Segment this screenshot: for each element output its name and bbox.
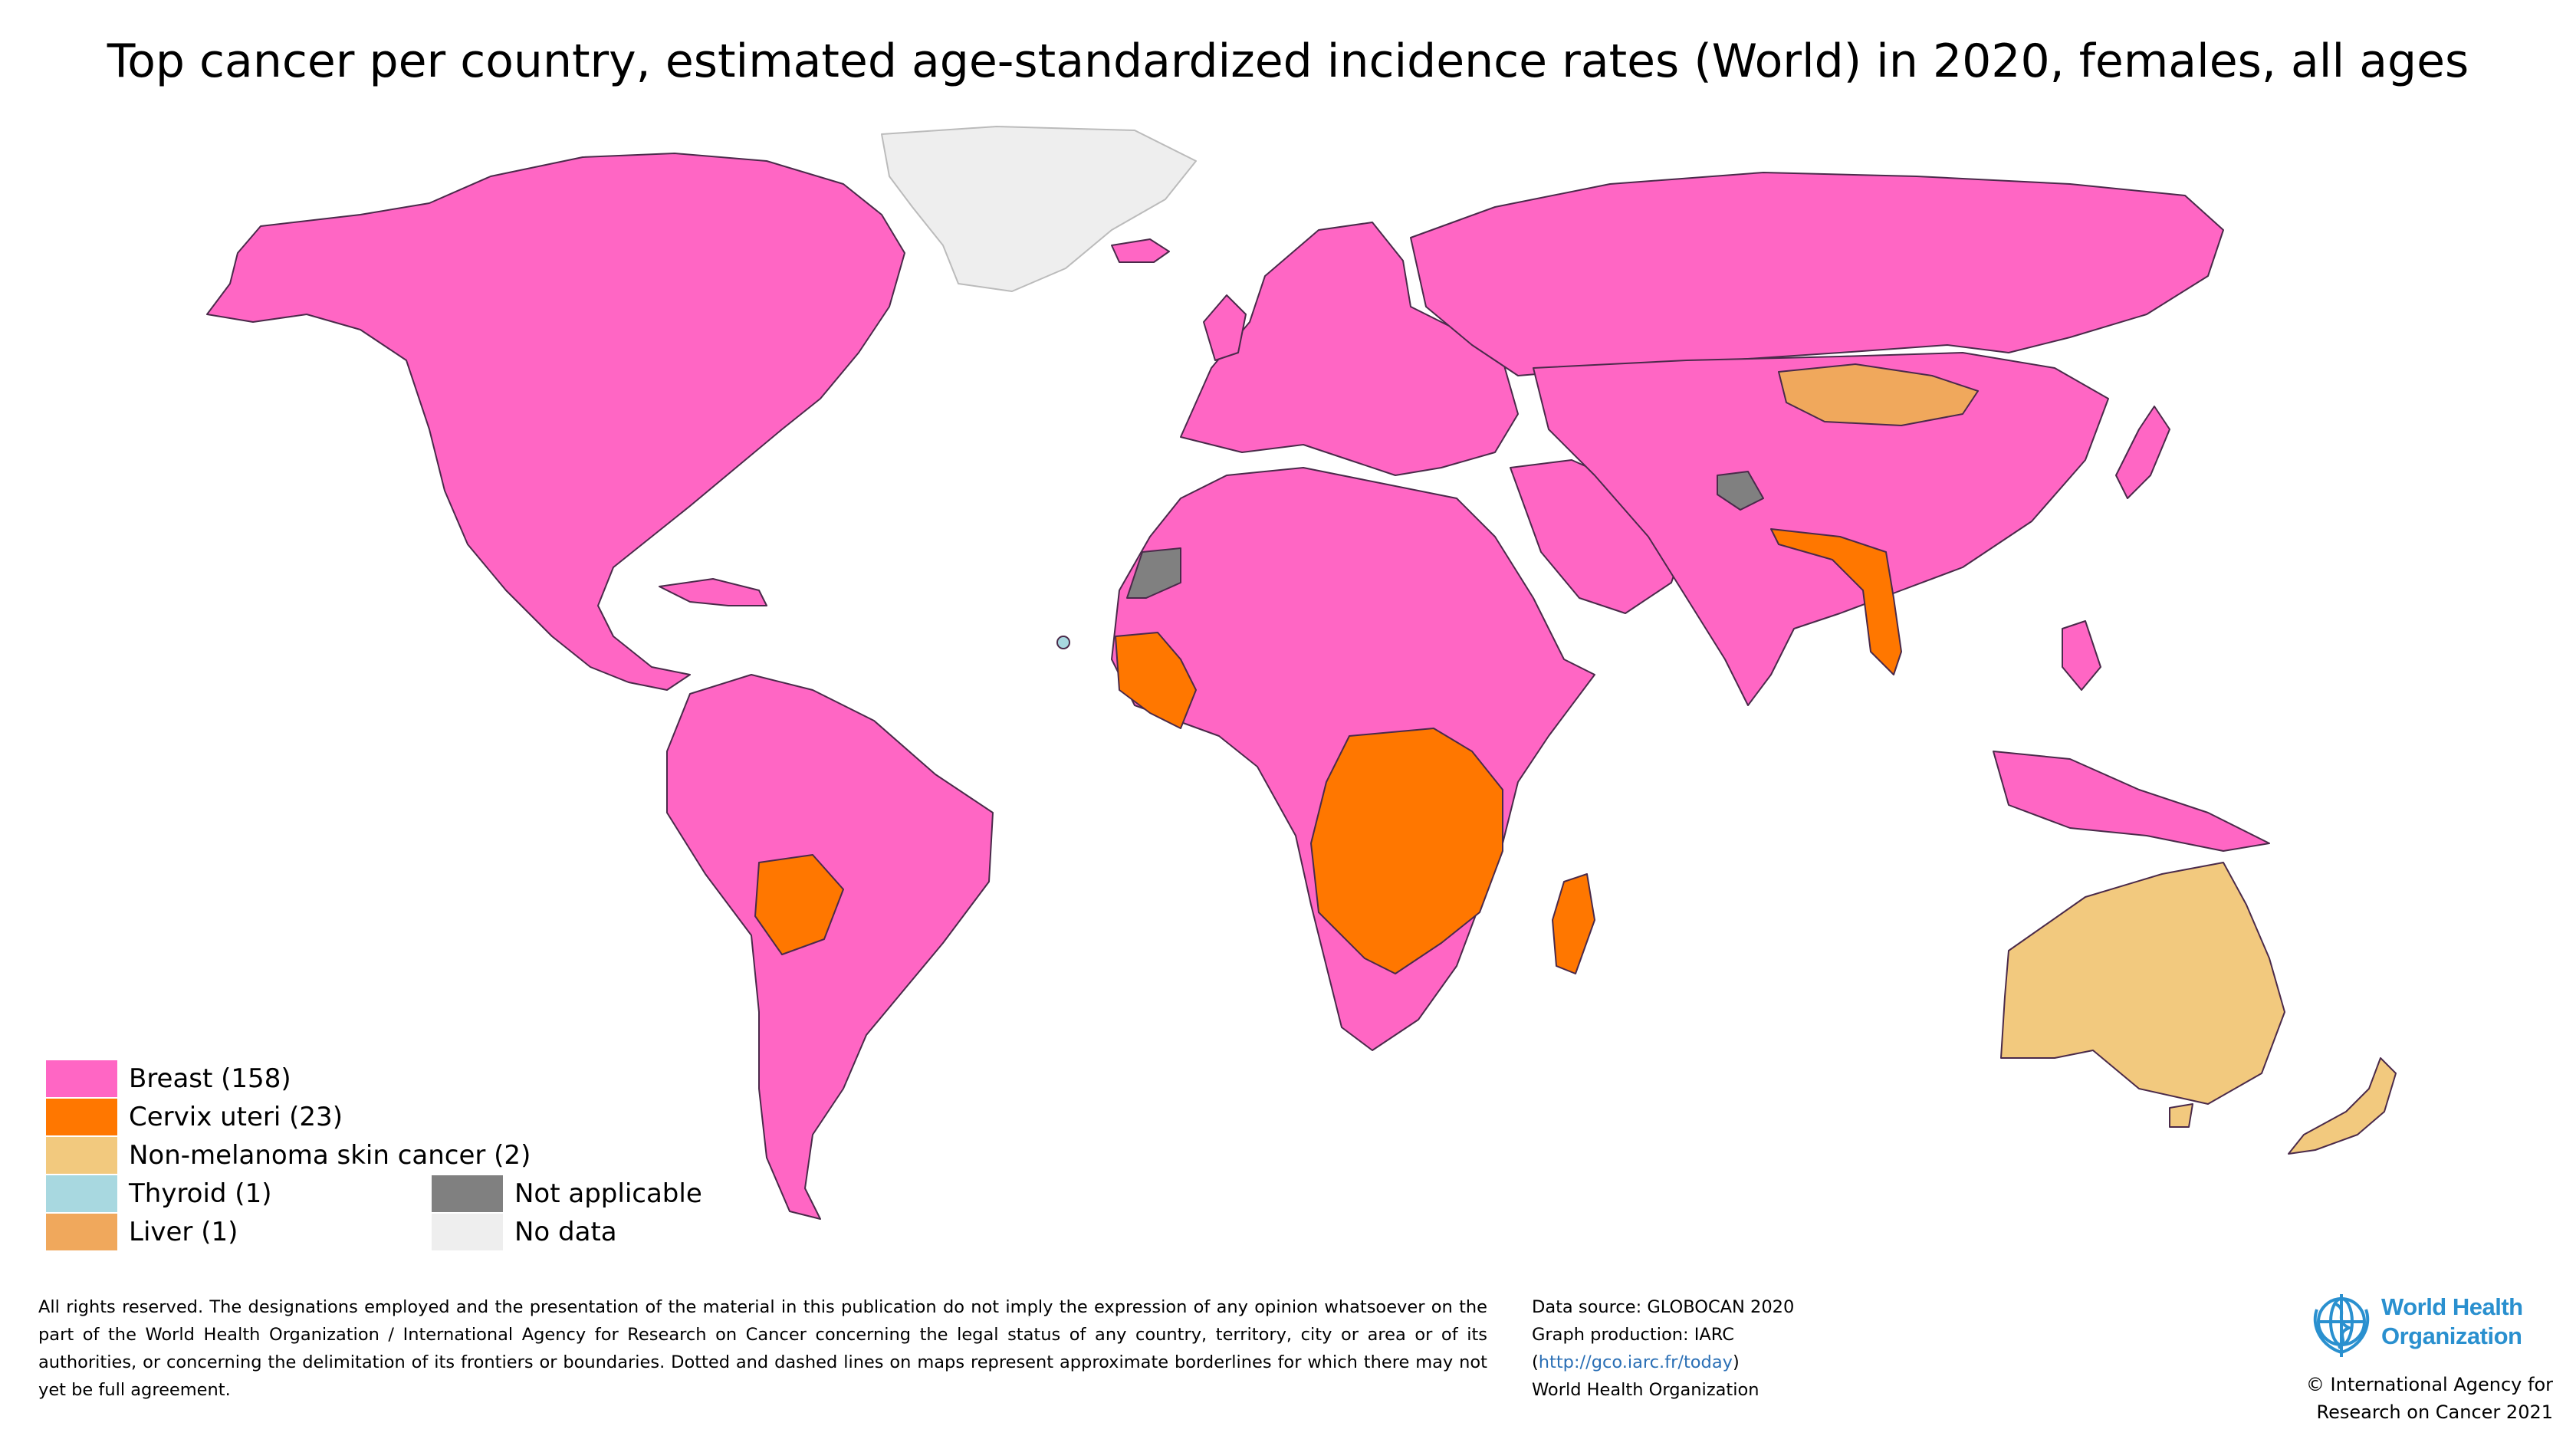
region-philippines[interactable] (2062, 620, 2101, 691)
who-logo: World Health Organization (2303, 1286, 2556, 1363)
legend-nmsc: Non-melanoma skin cancer (2) (46, 1137, 531, 1174)
who-name-line1: World Health (2381, 1293, 2523, 1320)
legend-liver: Liver (1) (46, 1214, 238, 1250)
copyright: © International Agency for Research on C… (2216, 1371, 2553, 1426)
legend-swatch-liver (46, 1214, 117, 1250)
legend-swatch-breast (46, 1060, 117, 1097)
credits-source: Data source: GLOBOCAN 2020 (1532, 1297, 1795, 1317)
legend-no-data: No data (432, 1214, 617, 1250)
region-tasmania[interactable] (2169, 1103, 2193, 1128)
legend-not-applicable: Not applicable (432, 1175, 702, 1212)
region-madagascar[interactable] (1552, 873, 1595, 974)
region-caribbean[interactable] (659, 578, 767, 606)
credits-link-close: ) (1732, 1352, 1740, 1372)
region-western-sahara[interactable] (1126, 547, 1181, 599)
region-south-america[interactable] (666, 674, 994, 1220)
region-japan[interactable] (2115, 406, 2170, 499)
legend-label-not-applicable: Not applicable (514, 1178, 702, 1209)
region-new-zealand[interactable] (2288, 1057, 2397, 1155)
copyright-line1: © International Agency for (2305, 1374, 2553, 1395)
credits: Data source: GLOBOCAN 2020 Graph product… (1532, 1293, 1900, 1404)
legend-swatch-cervix (46, 1099, 117, 1135)
credits-link[interactable]: http://gco.iarc.fr/today (1538, 1352, 1733, 1372)
copyright-line2: Research on Cancer 2021 (2316, 1401, 2553, 1423)
region-iceland[interactable] (1111, 238, 1170, 263)
region-central-south-africa-cervix[interactable] (1310, 728, 1503, 974)
legend-label-thyroid: Thyroid (1) (129, 1178, 272, 1209)
legend-swatch-thyroid (46, 1175, 117, 1212)
region-australia[interactable] (2000, 862, 2285, 1105)
credits-org: World Health Organization (1532, 1380, 1760, 1400)
legend-label-cervix: Cervix uteri (23) (129, 1102, 343, 1132)
legend-label-no-data: No data (514, 1217, 617, 1247)
region-thyroid-island[interactable] (1056, 636, 1070, 649)
legend-label-liver: Liver (1) (129, 1217, 238, 1247)
legend-swatch-no-data (432, 1214, 503, 1250)
region-greenland[interactable] (881, 126, 1197, 292)
region-kashmir[interactable] (1717, 471, 1764, 511)
region-nepal-myanmar[interactable] (1770, 528, 1902, 675)
disclaimer-text: All rights reserved. The designations em… (38, 1297, 1487, 1400)
legend-thyroid: Thyroid (1) (46, 1175, 271, 1212)
legend-cervix: Cervix uteri (23) (46, 1099, 343, 1135)
legend-breast: Breast (158) (46, 1060, 291, 1097)
credits-production: Graph production: IARC (1532, 1325, 1734, 1345)
credits-link-line: (http://gco.iarc.fr/today) (1532, 1349, 1900, 1376)
region-bolivia[interactable] (754, 854, 844, 955)
region-uk[interactable] (1203, 294, 1247, 361)
region-russia[interactable] (1410, 172, 2224, 376)
credits-link-open: ( (1532, 1352, 1539, 1372)
who-name: World Health Organization (2381, 1293, 2565, 1351)
who-emblem-icon (2313, 1294, 2370, 1357)
legend-label-breast: Breast (158) (129, 1063, 291, 1094)
region-mongolia[interactable] (1778, 363, 1979, 426)
region-north-america[interactable] (206, 153, 905, 691)
who-name-line2: Organization (2381, 1322, 2522, 1349)
legend-swatch-nmsc (46, 1137, 117, 1174)
map-title: Top cancer per country, estimated age-st… (107, 34, 2469, 88)
region-west-africa-cervix[interactable] (1115, 632, 1197, 729)
region-southeast-asia[interactable] (1993, 751, 2270, 852)
legend-swatch-not-applicable (432, 1175, 503, 1212)
legend-label-nmsc: Non-melanoma skin cancer (2) (129, 1140, 531, 1171)
world-map (206, 126, 2397, 1220)
